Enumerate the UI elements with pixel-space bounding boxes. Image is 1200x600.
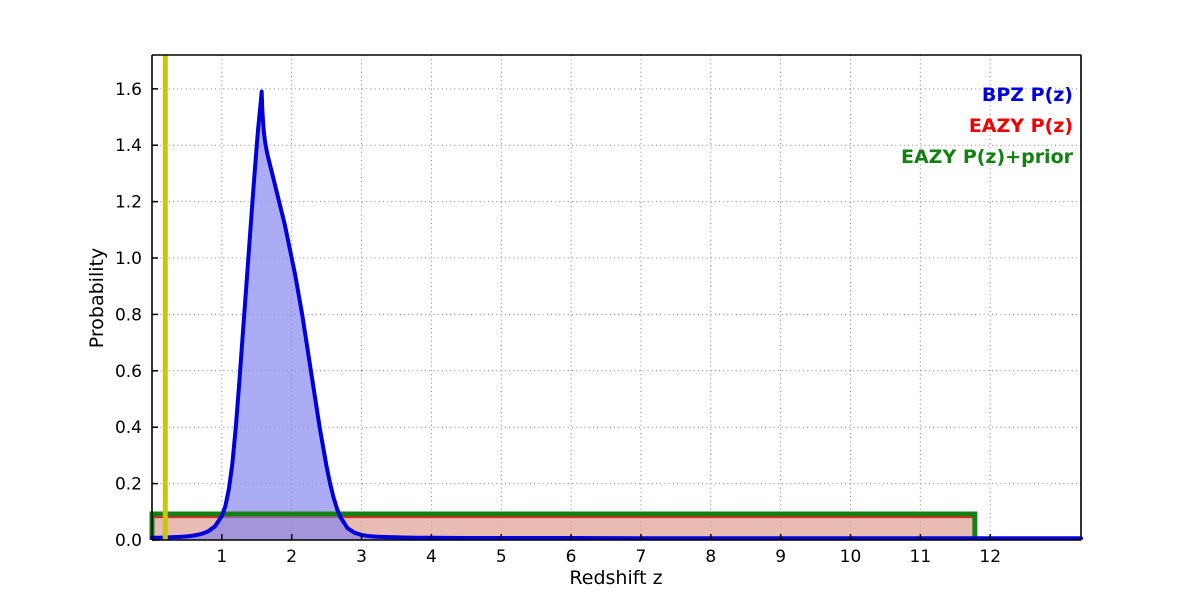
- axis-ticks: [152, 88, 991, 541]
- y-tick-label: 0.6: [115, 362, 142, 382]
- x-axis-label: Redshift z: [569, 567, 662, 589]
- x-tick-label: 5: [496, 547, 507, 567]
- x-tick-label: 6: [566, 547, 577, 567]
- x-tick-label: 11: [910, 547, 932, 567]
- y-tick-label: 0.0: [115, 531, 142, 551]
- legend-label-2: EAZY P(z): [969, 115, 1073, 137]
- axis-titles: Redshift z Probability: [86, 248, 663, 589]
- legend: BPZ P(z) EAZY P(z) EAZY P(z)+prior: [901, 84, 1074, 168]
- x-tick-label: 4: [426, 547, 437, 567]
- y-tick-label: 0.4: [115, 418, 142, 438]
- y-tick-label: 0.2: [115, 475, 142, 495]
- x-tick-label: 7: [636, 547, 647, 567]
- axis-tick-labels: 1 2 3 4 5 6 7 8 9 10 11 120.00.20.40.60.81.01.21.41…: [115, 80, 1001, 567]
- y-tick-label: 1.0: [115, 249, 142, 269]
- x-tick-label: 3: [356, 547, 367, 567]
- bpz-pz-line: [150, 89, 1083, 541]
- legend-label-1: BPZ P(z): [982, 84, 1073, 106]
- x-tick-label: 2: [286, 547, 297, 567]
- y-axis-label: Probability: [86, 248, 108, 348]
- y-tick-label: 1.6: [115, 80, 142, 100]
- y-tick-label: 0.8: [115, 305, 142, 325]
- bpz-pz-fill: [152, 91, 1081, 540]
- y-tick-label: 1.2: [115, 193, 142, 213]
- x-tick-label: 12: [979, 547, 1001, 567]
- axes-spines: [151, 54, 1082, 541]
- x-tick-label: 1: [216, 547, 227, 567]
- x-tick-label: 10: [840, 547, 862, 567]
- x-tick-label: 8: [705, 547, 716, 567]
- y-tick-label: 1.4: [115, 136, 142, 156]
- x-tick-label: 9: [775, 547, 786, 567]
- legend-label-3: EAZY P(z)+prior: [901, 146, 1074, 168]
